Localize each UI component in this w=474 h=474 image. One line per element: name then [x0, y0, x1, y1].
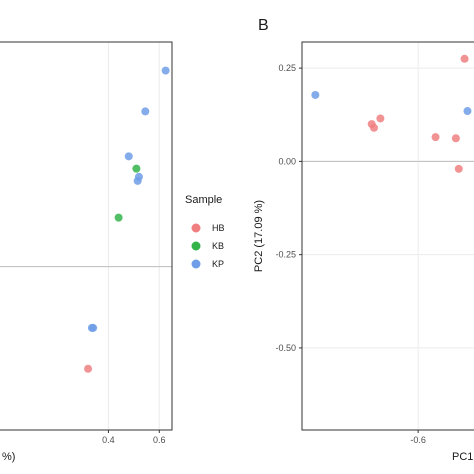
y-tick-label: -0.50 [275, 343, 296, 353]
y-tick-label: -0.25 [275, 250, 296, 260]
panel-b-x-axis-title: PC1 [452, 451, 473, 463]
data-point-hb [451, 134, 460, 143]
data-point-kb [114, 213, 123, 222]
data-point-hb [460, 54, 469, 63]
panel-a-frame [0, 41, 173, 431]
data-point-kb [132, 164, 141, 173]
panel-a-x-axis-title: %) [2, 451, 15, 463]
panel-a: 0.4 0.6 %) [0, 41, 173, 463]
legend-key-kb [191, 241, 201, 251]
data-point-kp [161, 66, 170, 75]
panel-b-points [311, 54, 472, 173]
data-point-hb [376, 114, 385, 123]
panel-a-points [84, 66, 170, 373]
x-tick-label: -0.6 [410, 435, 426, 445]
x-tick-label: 0.6 [153, 435, 166, 445]
data-point-kp [124, 152, 133, 161]
panel-b-y-axis-title: PC2 (17.09 %) [253, 200, 265, 272]
y-tick-label: 0.00 [278, 156, 296, 166]
legend-key-kp [191, 259, 201, 269]
panel-b-y-ticks: 0.25 0.00 -0.25 -0.50 [275, 63, 302, 353]
panel-b: B 0.250.00-0.25-0.50 -0.6 PC2 (17.09 %) … [253, 17, 474, 463]
panel-b-x-ticks: -0.6 [410, 430, 426, 445]
legend: Sample HB KB KP [185, 194, 225, 269]
data-point-kp [133, 176, 142, 185]
legend-title: Sample [185, 194, 222, 206]
panel-b-grid [302, 42, 474, 430]
data-point-kp [87, 323, 96, 332]
data-point-hb [84, 364, 93, 373]
legend-label-kp: KP [212, 259, 224, 269]
panel-b-label: B [258, 17, 269, 34]
panel-b-frame [301, 41, 474, 431]
data-point-hb [454, 164, 463, 173]
legend-items: HB KB KP [191, 223, 225, 269]
x-tick-label: 0.4 [102, 435, 115, 445]
legend-label-hb: HB [212, 223, 225, 233]
y-tick-label: 0.25 [278, 63, 296, 73]
data-point-kp [311, 90, 320, 99]
data-point-hb [370, 123, 378, 132]
data-point-kp [141, 107, 150, 116]
legend-label-kb: KB [212, 241, 224, 251]
data-point-hb [431, 133, 440, 142]
legend-key-hb [191, 223, 201, 233]
panel-a-grid [107, 42, 160, 430]
panel-a-x-ticks: 0.4 0.6 [102, 430, 166, 445]
data-point-kp [463, 107, 472, 116]
